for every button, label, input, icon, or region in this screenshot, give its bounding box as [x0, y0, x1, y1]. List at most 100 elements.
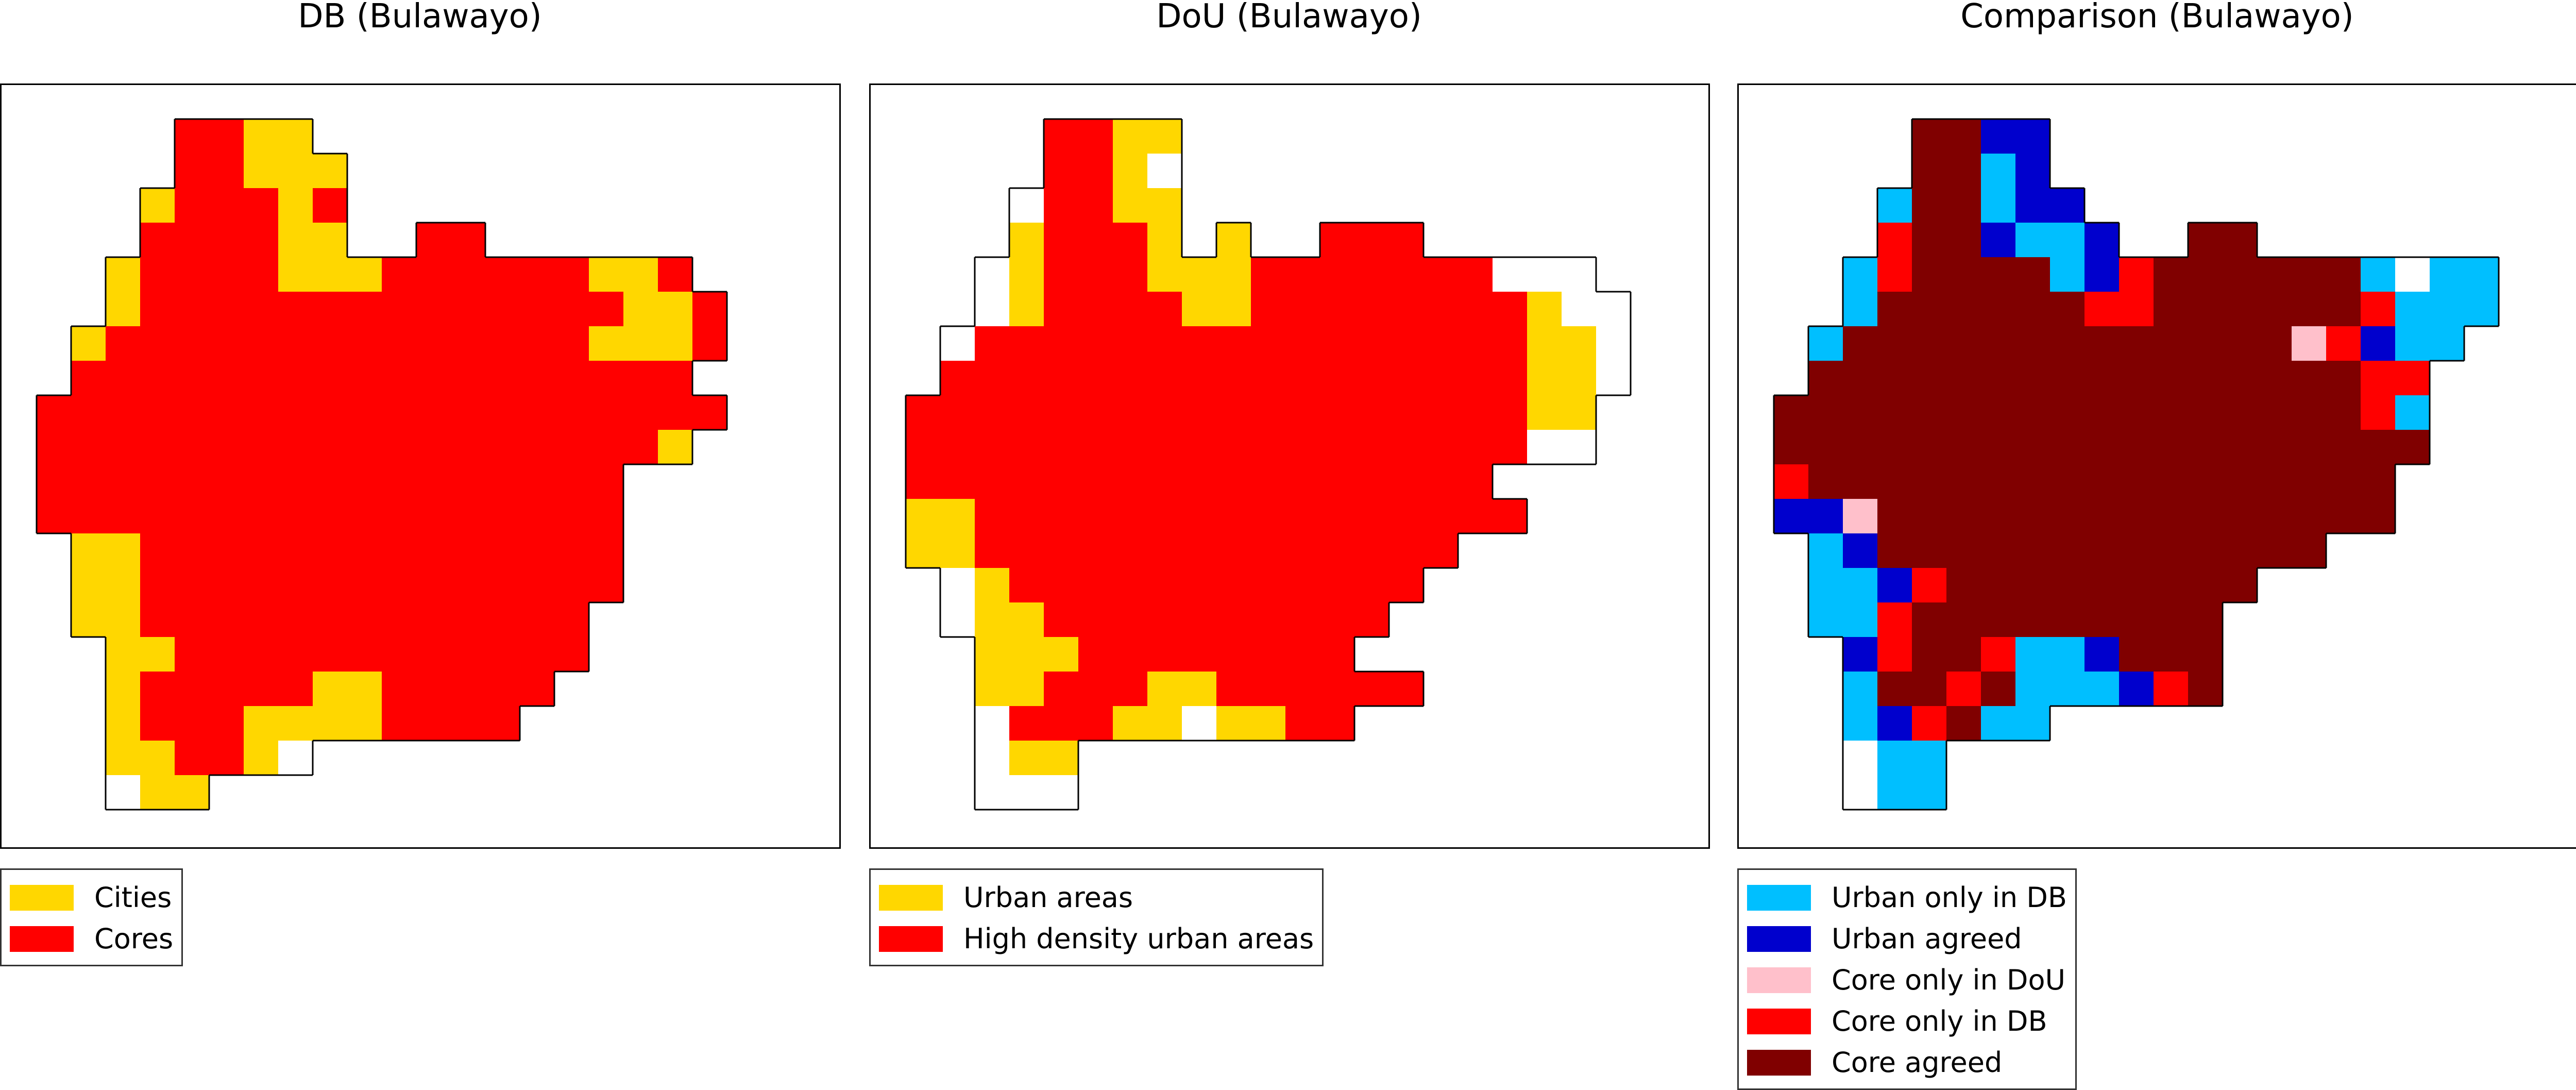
map-cell	[2188, 257, 2223, 292]
map-cell	[71, 430, 106, 465]
map-cell	[1320, 602, 1355, 638]
map-cell	[1562, 361, 1597, 396]
map-cell	[2361, 257, 2396, 292]
map-cell	[485, 257, 520, 292]
map-cell	[1285, 637, 1320, 672]
map-cell	[1009, 326, 1044, 361]
map-cell	[1182, 464, 1217, 499]
map-cell	[244, 395, 279, 430]
map-cell	[2292, 257, 2327, 292]
map-cell	[37, 499, 72, 534]
map-cell	[278, 741, 313, 776]
map-cell	[1423, 395, 1459, 430]
map-cell	[140, 257, 175, 292]
map-cell	[1078, 361, 1113, 396]
map-cell	[2188, 292, 2223, 327]
map-cell	[906, 430, 941, 465]
map-cell	[1182, 395, 1217, 430]
map-cell	[2084, 672, 2120, 707]
map-cell	[278, 395, 313, 430]
map-cell	[209, 672, 244, 707]
map-cell	[1078, 154, 1113, 189]
map-cell	[313, 188, 348, 223]
map-cell	[1147, 568, 1182, 603]
map-cell	[1285, 568, 1320, 603]
map-cell	[416, 464, 451, 499]
map-cell	[589, 292, 624, 327]
map-cell	[1044, 672, 1079, 707]
map-cell	[1946, 154, 1981, 189]
map-cell	[2050, 188, 2085, 223]
map-cell	[1044, 533, 1079, 568]
map-cell	[1009, 741, 1044, 776]
map-cell	[940, 326, 975, 361]
map-cell	[2154, 292, 2189, 327]
map-cell	[485, 672, 520, 707]
map-cell	[2015, 464, 2050, 499]
map-cell	[244, 533, 279, 568]
map-cell	[1182, 499, 1217, 534]
map-cell	[1912, 154, 1947, 189]
map-cell	[175, 326, 210, 361]
map-cell	[2326, 464, 2361, 499]
map-cell	[2050, 533, 2085, 568]
map-cell	[140, 637, 175, 672]
map-cell	[1113, 361, 1148, 396]
map-cell	[2084, 395, 2120, 430]
map-cell	[975, 741, 1010, 776]
map-cell	[1774, 430, 1809, 465]
map-cell	[520, 395, 555, 430]
map-cell	[2154, 257, 2189, 292]
map-cell	[2188, 672, 2223, 707]
map-cell	[554, 533, 589, 568]
map-cell	[692, 395, 727, 430]
map-cell	[2050, 637, 2085, 672]
map-cell	[175, 292, 210, 327]
map-cell	[2292, 361, 2327, 396]
map-cell	[71, 361, 106, 396]
map-cell	[1009, 706, 1044, 741]
map-cell	[244, 637, 279, 672]
map-cell	[2257, 533, 2292, 568]
map-cell	[1912, 292, 1947, 327]
map-cell	[1981, 292, 2016, 327]
map-cell	[2257, 499, 2292, 534]
map-cell	[1320, 464, 1355, 499]
map-cell	[554, 326, 589, 361]
map-cell	[1389, 326, 1424, 361]
map-cell	[1946, 672, 1981, 707]
map-cell	[1113, 499, 1148, 534]
map-cell	[1113, 706, 1148, 741]
map-cell	[520, 326, 555, 361]
map-cell	[1877, 361, 1912, 396]
map-cell	[2395, 430, 2430, 465]
map-cell	[1078, 464, 1113, 499]
map-cell	[1147, 637, 1182, 672]
map-cell	[1912, 602, 1947, 638]
map-cell	[313, 154, 348, 189]
map-cell	[1320, 430, 1355, 465]
map-cell	[1423, 326, 1459, 361]
map-cell	[1981, 464, 2016, 499]
map-cell	[1912, 119, 1947, 154]
map-cell	[1981, 154, 2016, 189]
map-cell	[209, 361, 244, 396]
map-cell	[2050, 602, 2085, 638]
map-cell	[209, 430, 244, 465]
map-cell	[1113, 119, 1148, 154]
map-cell	[2257, 430, 2292, 465]
map-cell	[278, 602, 313, 638]
map-cell	[2188, 395, 2223, 430]
map-cell	[1216, 326, 1251, 361]
map-cell	[975, 361, 1010, 396]
map-cell	[2084, 257, 2120, 292]
map-cell	[485, 499, 520, 534]
map-cell	[175, 533, 210, 568]
map-cell	[1808, 602, 1843, 638]
map-cell	[2292, 292, 2327, 327]
map-cell	[416, 430, 451, 465]
map-cell	[382, 602, 417, 638]
map-cell	[382, 533, 417, 568]
map-cell	[1808, 499, 1843, 534]
map-cell	[2015, 499, 2050, 534]
